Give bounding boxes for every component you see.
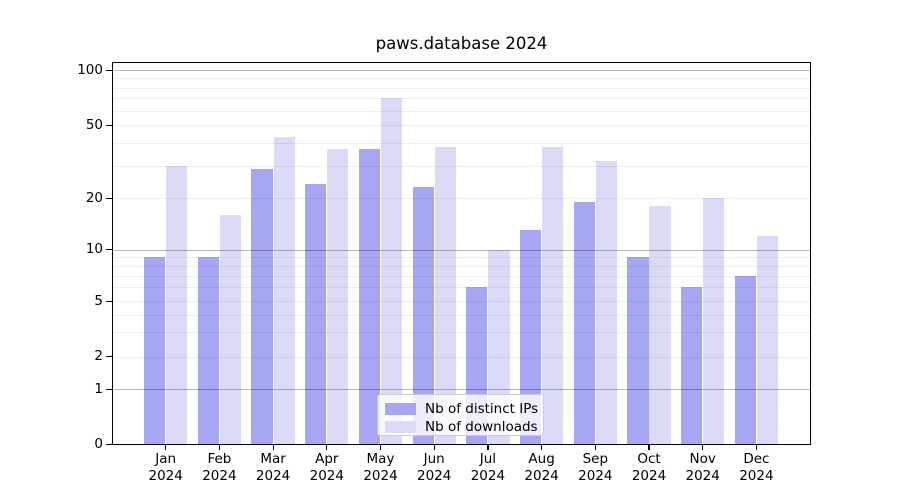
bar-downloads xyxy=(434,147,456,444)
bar-downloads xyxy=(649,205,671,444)
y-tick-mark xyxy=(106,300,112,302)
minor-gridline xyxy=(113,257,810,259)
bar-distinct-ips xyxy=(573,201,595,444)
bar-distinct-ips xyxy=(734,276,756,444)
y-tick-label: 50 xyxy=(85,116,103,133)
minor-gridline xyxy=(113,78,810,80)
y-tick-mark xyxy=(106,388,112,390)
bar-downloads xyxy=(219,214,242,444)
x-tick-label: Aug 2024 xyxy=(524,450,559,484)
minor-gridline xyxy=(113,87,810,89)
x-tick-label: Apr 2024 xyxy=(309,450,344,484)
minor-gridline xyxy=(113,143,810,144)
y-tick-label: 10 xyxy=(85,241,103,257)
x-tick-mark xyxy=(272,445,274,450)
x-tick-mark xyxy=(648,445,650,450)
minor-gridline xyxy=(113,276,810,277)
x-tick-label: Feb 2024 xyxy=(202,450,237,484)
y-tick-mark xyxy=(106,197,112,199)
chart-title: paws.database 2024 xyxy=(375,34,548,53)
minor-gridline xyxy=(113,314,810,316)
legend-swatch xyxy=(385,402,416,415)
minor-gridline xyxy=(113,266,810,268)
bar-distinct-ips xyxy=(305,183,327,444)
major-gridline xyxy=(113,249,810,251)
x-tick-label: Jan 2024 xyxy=(148,450,183,484)
bar-downloads xyxy=(166,165,188,444)
x-tick-label: Jun 2024 xyxy=(417,450,452,484)
y-tick-label: 2 xyxy=(94,348,103,364)
x-tick-mark xyxy=(326,445,328,450)
x-tick-label: Mar 2024 xyxy=(255,450,291,484)
x-tick-label: May 2024 xyxy=(363,450,398,484)
y-tick-label: 5 xyxy=(94,292,103,309)
bar-distinct-ips xyxy=(197,257,219,444)
y-tick-mark xyxy=(106,356,112,358)
y-tick-label: 1 xyxy=(94,380,103,397)
legend-item: Nb of downloads xyxy=(385,418,538,435)
x-tick-mark xyxy=(594,445,596,450)
bar-distinct-ips xyxy=(627,257,649,444)
x-tick-mark xyxy=(433,445,435,450)
minor-gridline xyxy=(113,287,810,289)
minor-gridline xyxy=(113,125,810,127)
legend-item: Nb of distinct IPs xyxy=(385,400,539,417)
x-tick-mark xyxy=(218,445,221,450)
minor-gridline xyxy=(113,165,810,167)
x-tick-mark xyxy=(541,445,543,450)
bar-distinct-ips xyxy=(358,149,381,444)
x-tick-mark xyxy=(379,445,382,450)
legend-label: Nb of downloads xyxy=(425,418,538,435)
y-tick-mark xyxy=(106,69,112,71)
x-tick-mark xyxy=(755,445,758,450)
minor-gridline xyxy=(113,301,810,302)
legend-swatch xyxy=(385,420,416,433)
bar-downloads xyxy=(542,147,564,444)
x-tick-label: Dec 2024 xyxy=(739,450,774,484)
minor-gridline xyxy=(113,98,810,100)
minor-gridline xyxy=(113,331,810,333)
y-tick-label: 100 xyxy=(77,61,103,78)
bar-distinct-ips xyxy=(519,230,542,444)
minor-gridline xyxy=(113,110,810,112)
legend-label: Nb of distinct IPs xyxy=(425,400,539,417)
x-tick-label: Sep 2024 xyxy=(578,450,613,484)
x-tick-label: Oct 2024 xyxy=(631,450,667,484)
legend: Nb of distinct IPs Nb of downloads xyxy=(377,393,544,436)
x-tick-label: Nov 2024 xyxy=(685,450,720,484)
y-tick-mark xyxy=(106,124,112,127)
bar-downloads xyxy=(703,198,725,444)
x-tick-label: Jul 2024 xyxy=(470,450,506,484)
y-tick-label: 20 xyxy=(85,189,103,206)
bar-downloads xyxy=(327,149,349,444)
bar-downloads xyxy=(756,235,779,444)
y-tick-label: 0 xyxy=(94,436,103,452)
bar-downloads xyxy=(595,160,617,444)
y-tick-mark xyxy=(106,444,112,446)
bar-distinct-ips xyxy=(412,186,434,444)
bar-distinct-ips xyxy=(144,257,166,444)
minor-gridline xyxy=(113,356,810,358)
major-gridline xyxy=(113,389,810,390)
bar-distinct-ips xyxy=(251,168,273,444)
x-tick-mark xyxy=(702,445,704,450)
y-tick-mark xyxy=(106,249,112,251)
major-gridline xyxy=(113,70,810,71)
bar-distinct-ips xyxy=(681,287,703,444)
x-tick-mark xyxy=(165,445,167,450)
minor-gridline xyxy=(113,198,810,199)
x-tick-mark xyxy=(487,445,489,450)
bar-downloads xyxy=(380,98,403,444)
bar-downloads xyxy=(273,137,295,444)
